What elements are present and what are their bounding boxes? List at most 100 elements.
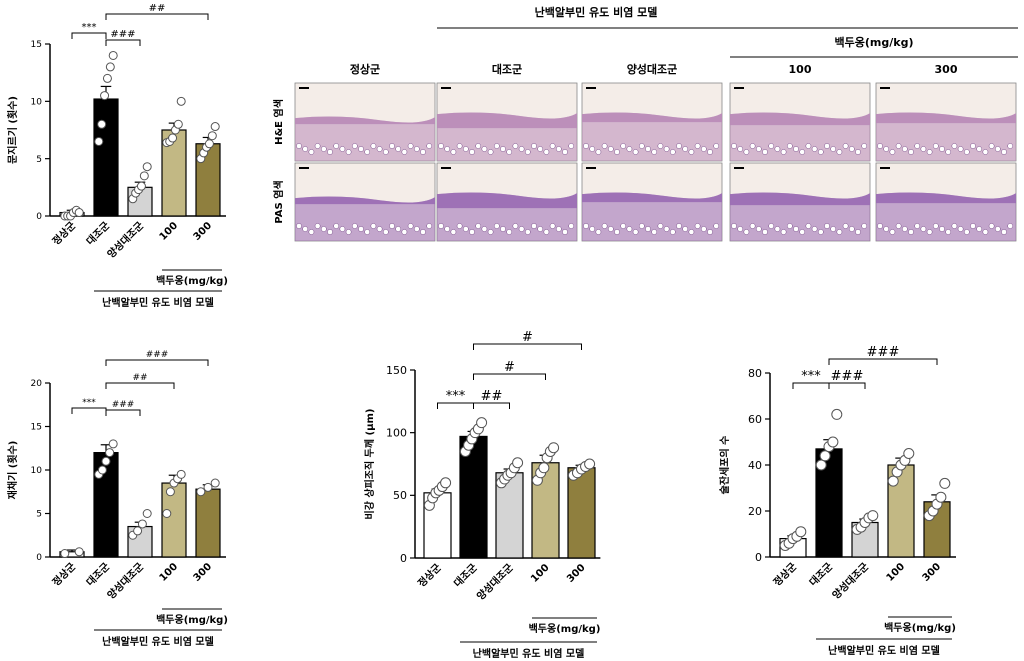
gland-cell bbox=[743, 229, 750, 235]
gland-cell bbox=[694, 223, 701, 229]
gland-cell bbox=[780, 229, 787, 235]
gland-cell bbox=[755, 226, 762, 232]
gland-cell bbox=[669, 229, 676, 235]
y-tick-label: 10 bbox=[31, 466, 43, 476]
significance-label: *** bbox=[82, 22, 97, 33]
epithelium-layer bbox=[582, 112, 722, 123]
gland-cell bbox=[836, 229, 843, 235]
significance-label: ## bbox=[481, 389, 503, 404]
data-point bbox=[162, 509, 172, 518]
gland-cell bbox=[901, 226, 908, 232]
y-tick-label: 20 bbox=[31, 379, 43, 389]
gland-cell bbox=[932, 223, 939, 229]
gland-cell bbox=[842, 223, 849, 229]
dose-label: 백두옹(mg/kg) bbox=[156, 274, 228, 287]
data-point bbox=[512, 457, 524, 469]
gland-cell bbox=[358, 146, 364, 152]
micrograph-panel bbox=[294, 162, 436, 242]
gland-cell bbox=[774, 146, 781, 152]
gland-cell bbox=[901, 146, 908, 152]
gland-cell bbox=[774, 226, 781, 232]
data-point bbox=[815, 459, 827, 471]
gland-cell bbox=[713, 143, 720, 149]
gland-cell bbox=[988, 223, 995, 229]
gland-cell bbox=[568, 223, 575, 229]
bar bbox=[567, 467, 596, 559]
category-label: 300 bbox=[192, 220, 215, 243]
gland-cell bbox=[651, 229, 658, 235]
gland-cell bbox=[957, 226, 964, 232]
gland-cell bbox=[469, 149, 475, 155]
gland-cell bbox=[620, 223, 627, 229]
significance-label: ## bbox=[132, 373, 147, 383]
category-label: 양성대조군 bbox=[829, 560, 871, 602]
gland-cell bbox=[663, 226, 670, 232]
significance-bracket bbox=[105, 409, 141, 416]
gland-cell bbox=[632, 229, 639, 235]
gland-cell bbox=[376, 226, 383, 232]
gland-cell bbox=[333, 223, 340, 229]
y-tick-label: 40 bbox=[748, 459, 762, 472]
gland-cell bbox=[638, 223, 645, 229]
data-point bbox=[108, 50, 118, 60]
gland-cell bbox=[456, 143, 463, 149]
group-label: 난백알부민 유도 비염 모델 bbox=[828, 644, 940, 657]
category-label: 300 bbox=[921, 561, 944, 584]
gland-cell bbox=[811, 226, 818, 232]
category-label: 100 bbox=[158, 561, 181, 584]
bar bbox=[815, 448, 843, 558]
epithelium-layer bbox=[730, 112, 870, 126]
gland-cell bbox=[327, 229, 333, 235]
gland-cell bbox=[817, 149, 824, 155]
significance-bracket bbox=[71, 407, 107, 414]
gland-cell bbox=[676, 143, 682, 149]
data-point bbox=[204, 139, 214, 149]
micrograph-panel bbox=[875, 162, 1017, 242]
category-label: 100 bbox=[158, 220, 181, 243]
gland-cell bbox=[939, 146, 945, 152]
y-tick-label: 0 bbox=[755, 551, 762, 564]
gland-cell bbox=[755, 146, 762, 152]
dose-label: 백두옹(mg/kg) bbox=[884, 621, 956, 634]
gland-cell bbox=[626, 146, 633, 152]
gland-cell bbox=[632, 149, 639, 155]
gland-cell bbox=[842, 143, 849, 149]
gland-cell bbox=[976, 226, 983, 232]
gland-cell bbox=[493, 223, 500, 229]
data-point bbox=[538, 462, 550, 474]
gland-cell bbox=[308, 229, 315, 235]
gland-cell bbox=[988, 143, 995, 149]
y-tick-label: 100 bbox=[386, 427, 407, 440]
gland-cell bbox=[382, 229, 389, 235]
gland-cell bbox=[914, 223, 921, 229]
data-point bbox=[476, 417, 488, 429]
gland-cell bbox=[657, 143, 664, 149]
dose-header: 백두옹(mg/kg) bbox=[835, 35, 914, 49]
gland-cell bbox=[389, 223, 395, 229]
gland-cell bbox=[413, 226, 420, 232]
significance-bracket bbox=[473, 373, 546, 380]
gland-cell bbox=[345, 149, 352, 155]
gland-cell bbox=[963, 149, 970, 155]
significance-bracket bbox=[473, 343, 582, 350]
gland-cell bbox=[562, 149, 568, 155]
gland-cell bbox=[389, 143, 395, 149]
gland-cell bbox=[1001, 149, 1007, 155]
epithelium-layer bbox=[437, 192, 577, 209]
category-label: 대조군 bbox=[451, 561, 480, 590]
gland-cell bbox=[651, 149, 658, 155]
column-label: 대조군 bbox=[492, 62, 522, 76]
gland-cell bbox=[638, 143, 645, 149]
y-tick-label: 150 bbox=[386, 364, 407, 377]
gland-cell bbox=[793, 146, 799, 152]
gland-cell bbox=[524, 229, 531, 235]
data-point bbox=[108, 439, 118, 449]
gland-cell bbox=[963, 229, 970, 235]
gland-cell bbox=[506, 149, 513, 155]
gland-cell bbox=[970, 143, 976, 149]
y-axis-label: 문지르기 (횟수) bbox=[6, 96, 19, 164]
gland-cell bbox=[314, 223, 321, 229]
column-label: 300 bbox=[935, 63, 958, 76]
